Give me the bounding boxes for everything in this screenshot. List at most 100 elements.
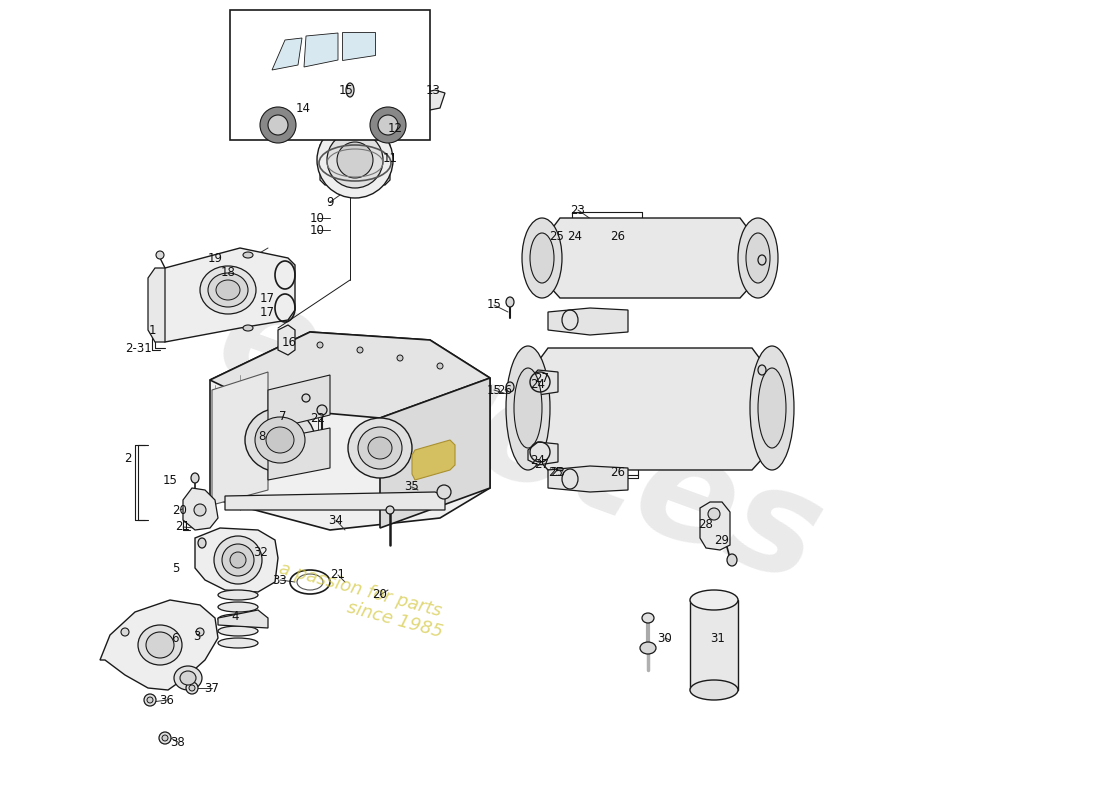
- Text: 23: 23: [551, 466, 565, 478]
- Ellipse shape: [746, 233, 770, 283]
- Text: 15: 15: [486, 383, 502, 397]
- Ellipse shape: [690, 590, 738, 610]
- Ellipse shape: [200, 266, 256, 314]
- Text: 16: 16: [282, 335, 297, 349]
- Ellipse shape: [348, 418, 412, 478]
- Polygon shape: [195, 528, 278, 592]
- Ellipse shape: [331, 105, 359, 125]
- Text: 25: 25: [550, 230, 564, 242]
- Text: 17: 17: [260, 306, 275, 318]
- Ellipse shape: [522, 218, 562, 298]
- Ellipse shape: [642, 613, 654, 623]
- Polygon shape: [548, 466, 628, 492]
- Polygon shape: [268, 375, 330, 430]
- Polygon shape: [268, 428, 330, 480]
- Text: 21: 21: [176, 521, 190, 534]
- Ellipse shape: [437, 485, 451, 499]
- Ellipse shape: [245, 408, 315, 472]
- Circle shape: [222, 544, 254, 576]
- Circle shape: [162, 735, 168, 741]
- Polygon shape: [210, 332, 490, 418]
- Circle shape: [260, 107, 296, 143]
- Text: 13: 13: [426, 83, 440, 97]
- Ellipse shape: [174, 666, 202, 690]
- Polygon shape: [272, 38, 302, 70]
- Polygon shape: [304, 33, 338, 67]
- Ellipse shape: [196, 628, 204, 636]
- Text: 10: 10: [309, 223, 324, 237]
- Polygon shape: [183, 488, 218, 530]
- Ellipse shape: [530, 233, 554, 283]
- Text: 26: 26: [497, 383, 513, 397]
- Polygon shape: [379, 378, 490, 528]
- Text: 24: 24: [530, 378, 546, 391]
- Circle shape: [378, 115, 398, 135]
- Ellipse shape: [208, 273, 248, 307]
- Ellipse shape: [506, 346, 550, 470]
- Circle shape: [214, 536, 262, 584]
- Circle shape: [230, 552, 246, 568]
- Circle shape: [708, 508, 720, 520]
- Text: 23: 23: [571, 203, 585, 217]
- Ellipse shape: [738, 218, 778, 298]
- Text: 28: 28: [698, 518, 714, 530]
- Ellipse shape: [317, 122, 393, 198]
- Text: 25: 25: [549, 466, 563, 478]
- Circle shape: [194, 504, 206, 516]
- Circle shape: [268, 115, 288, 135]
- Text: 37: 37: [205, 682, 219, 694]
- Polygon shape: [100, 600, 218, 690]
- Polygon shape: [528, 348, 772, 470]
- Text: 24: 24: [530, 454, 546, 466]
- Ellipse shape: [191, 473, 199, 483]
- Circle shape: [317, 342, 323, 348]
- Ellipse shape: [690, 680, 738, 700]
- Text: 4: 4: [231, 610, 239, 623]
- Ellipse shape: [266, 427, 294, 453]
- Text: 2-31: 2-31: [124, 342, 152, 354]
- Text: 14: 14: [296, 102, 310, 114]
- Circle shape: [186, 682, 198, 694]
- Text: 29: 29: [715, 534, 729, 546]
- Text: 32: 32: [254, 546, 268, 559]
- Ellipse shape: [302, 394, 310, 402]
- Ellipse shape: [218, 602, 258, 612]
- Ellipse shape: [121, 628, 129, 636]
- Text: 3: 3: [194, 630, 200, 643]
- Polygon shape: [155, 248, 295, 342]
- Text: 17: 17: [260, 291, 275, 305]
- Ellipse shape: [358, 427, 402, 469]
- Text: 8: 8: [258, 430, 266, 443]
- Ellipse shape: [758, 368, 786, 448]
- Ellipse shape: [514, 368, 542, 448]
- Ellipse shape: [138, 625, 182, 665]
- Circle shape: [156, 251, 164, 259]
- Ellipse shape: [243, 252, 253, 258]
- Text: since 1985: since 1985: [345, 598, 444, 642]
- Text: 27: 27: [535, 371, 550, 385]
- Polygon shape: [700, 502, 730, 550]
- Text: 36: 36: [160, 694, 175, 706]
- Text: 26: 26: [610, 230, 626, 242]
- Text: 19: 19: [208, 251, 222, 265]
- Polygon shape: [379, 90, 446, 130]
- Text: 18: 18: [221, 266, 235, 278]
- Text: 11: 11: [383, 151, 397, 165]
- Bar: [690, 600, 738, 690]
- Ellipse shape: [317, 405, 327, 415]
- Polygon shape: [320, 140, 390, 185]
- Text: 31: 31: [711, 631, 725, 645]
- Polygon shape: [212, 372, 268, 505]
- Ellipse shape: [640, 642, 656, 654]
- Ellipse shape: [198, 538, 206, 548]
- Text: 15: 15: [163, 474, 177, 486]
- Ellipse shape: [218, 626, 258, 636]
- Text: 24: 24: [568, 230, 583, 242]
- Ellipse shape: [368, 437, 392, 459]
- Polygon shape: [342, 32, 375, 60]
- Circle shape: [370, 107, 406, 143]
- Ellipse shape: [758, 365, 766, 375]
- Ellipse shape: [216, 280, 240, 300]
- Polygon shape: [412, 440, 455, 480]
- Text: 27: 27: [535, 458, 550, 471]
